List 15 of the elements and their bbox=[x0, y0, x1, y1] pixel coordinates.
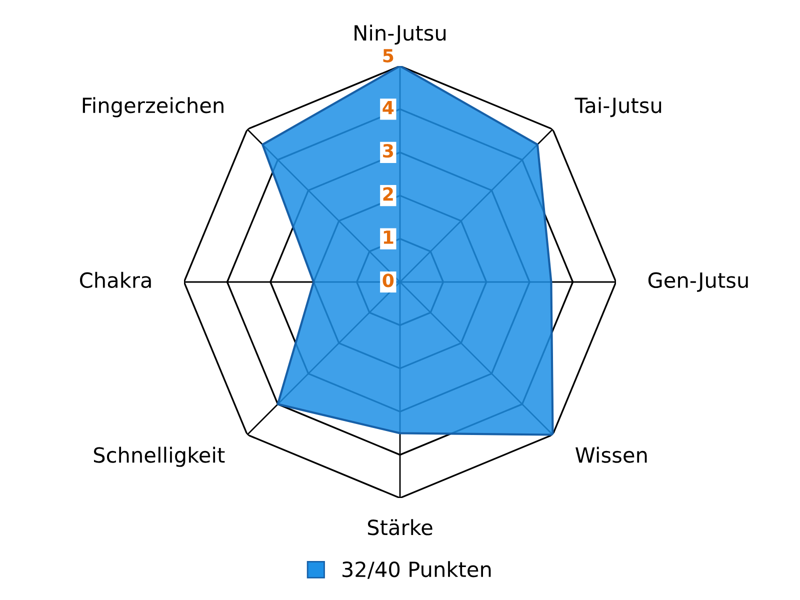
spoke-label: Chakra bbox=[80, 272, 151, 288]
y-tick-label: 3 bbox=[383, 144, 394, 158]
y-tick-label: 5 bbox=[383, 49, 394, 62]
y-tick-label: 4 bbox=[382, 101, 394, 114]
y-tick-label: 2 bbox=[383, 187, 393, 201]
legend-label: 32/40 Punkten bbox=[342, 561, 491, 579]
spoke-label: Wissen bbox=[576, 446, 647, 463]
spoke-label: Stärke bbox=[368, 519, 432, 536]
y-tick-label: 0 bbox=[382, 274, 394, 288]
spoke-label: Tai-Jutsu bbox=[574, 97, 662, 118]
spoke-label: Nin-Jutsu bbox=[354, 24, 446, 45]
spoke-label: Fingerzeichen bbox=[82, 97, 224, 118]
spoke-label: Gen-Jutsu bbox=[648, 272, 748, 292]
spoke-label: Schnelligkeit bbox=[94, 446, 225, 467]
y-tick-label: 1 bbox=[384, 230, 394, 244]
